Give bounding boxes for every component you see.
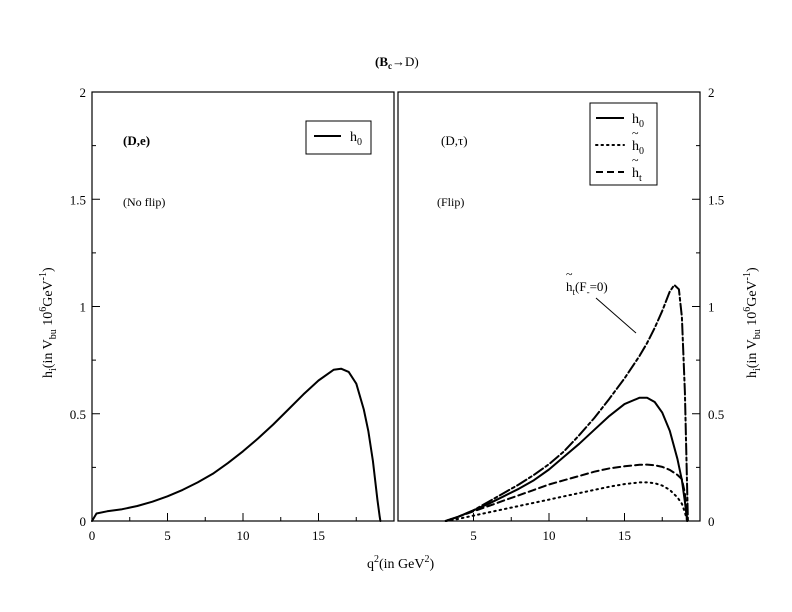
left-y-tick-label: 1 bbox=[80, 300, 87, 315]
y-axis-label-right: hi(in Vbu 106GeV-1) bbox=[742, 267, 763, 378]
right-legend-tilde-htt: ~ bbox=[632, 153, 639, 167]
annotation-tilde: ~ bbox=[566, 267, 573, 281]
right-y-tick-label: 0.5 bbox=[708, 407, 724, 422]
left-y-tick-label: 0.5 bbox=[70, 407, 86, 422]
right-series-1 bbox=[444, 481, 689, 522]
right-axis-ticks: 5 10 15 0 0.5 1 1.5 2 bbox=[470, 85, 724, 543]
left-panel-frame bbox=[91, 91, 395, 522]
right-series-2 bbox=[444, 463, 689, 522]
left-panel-label: (D,e) bbox=[123, 133, 150, 148]
right-panel-curves bbox=[444, 284, 689, 522]
right-legend-label-h0: h0 bbox=[632, 112, 644, 130]
left-x-tick-label: 15 bbox=[312, 528, 325, 543]
left-legend-box bbox=[305, 120, 372, 155]
right-x-tick-label: 15 bbox=[618, 528, 631, 543]
left-panel-note: (No flip) bbox=[123, 195, 165, 209]
left-x-tick-label: 5 bbox=[164, 528, 171, 543]
right-series-3 bbox=[444, 284, 689, 522]
right-panel-label: (D,τ) bbox=[441, 133, 468, 148]
figure-title: (Bc→D) bbox=[375, 54, 419, 71]
y-axis-label-left: hi(in Vbu 106GeV-1) bbox=[38, 267, 59, 378]
right-annotation: ~ ht(F-=0) bbox=[566, 267, 637, 334]
left-y-tick-label: 1.5 bbox=[70, 192, 86, 207]
right-x-tick-label: 5 bbox=[470, 528, 477, 543]
left-x-tick-label: 10 bbox=[237, 528, 250, 543]
left-legend-label-h0: h0 bbox=[350, 130, 362, 148]
right-legend-tilde-ht0: ~ bbox=[632, 126, 639, 140]
right-legend: h0 ~ h0 ~ ht bbox=[589, 102, 658, 186]
left-panel-curves bbox=[91, 367, 382, 522]
right-series-0 bbox=[444, 396, 689, 522]
right-legend-label-ht0: h0 bbox=[632, 139, 644, 157]
right-panel-note: (Flip) bbox=[437, 195, 464, 209]
left-x-tick-label: 0 bbox=[89, 528, 96, 543]
left-y-tick-label: 2 bbox=[80, 85, 87, 100]
left-y-tick-label: 0 bbox=[80, 514, 87, 529]
right-y-tick-label: 2 bbox=[708, 85, 715, 100]
x-axis-label: q2(in GeV2) bbox=[367, 554, 435, 572]
annotation-text: ht(F-=0) bbox=[566, 279, 608, 297]
right-legend-label-htt: ht bbox=[632, 166, 642, 184]
left-legend: h0 bbox=[305, 120, 372, 155]
right-x-tick-label: 10 bbox=[543, 528, 556, 543]
left-axis-ticks: 0 5 10 15 0 0.5 1 1.5 2 bbox=[70, 85, 357, 543]
right-y-tick-label: 0 bbox=[708, 514, 715, 529]
annotation-pointer-line bbox=[595, 297, 637, 334]
right-y-tick-label: 1 bbox=[708, 300, 715, 315]
right-y-tick-label: 1.5 bbox=[708, 192, 724, 207]
left-series-0 bbox=[91, 367, 382, 522]
